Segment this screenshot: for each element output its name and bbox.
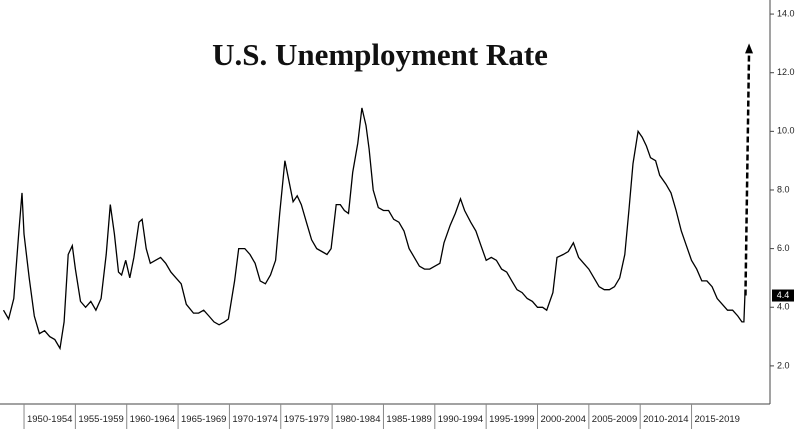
last-value-tag bbox=[772, 289, 794, 302]
y-tick-label: 14.0 bbox=[777, 8, 795, 18]
x-tick-label: 1980-1984 bbox=[335, 414, 380, 425]
y-tick-label: 10.0 bbox=[777, 126, 795, 136]
line bbox=[2, 107, 746, 351]
y-tick-label: 4.0 bbox=[777, 302, 790, 312]
x-tick-label: 1950-1954 bbox=[27, 414, 72, 425]
x-tick-label: 2015-2019 bbox=[694, 414, 739, 425]
x-tick-label: 1995-1999 bbox=[489, 414, 534, 425]
x-tick-label: 1990-1994 bbox=[438, 414, 483, 425]
x-tick-label: 2010-2014 bbox=[643, 414, 688, 425]
y-tick-label: 8.0 bbox=[777, 184, 790, 194]
x-tick-label: 2000-2004 bbox=[540, 414, 585, 425]
y-tick-label: 2.0 bbox=[777, 360, 790, 370]
x-tick-label: 1975-1979 bbox=[284, 414, 329, 425]
projection-arrowhead bbox=[745, 43, 754, 54]
y-tick-label: 12.0 bbox=[777, 67, 795, 77]
last-value-label: 4.4 bbox=[777, 290, 790, 300]
y-tick-label: 6.0 bbox=[777, 243, 790, 253]
x-tick-label: 1965-1969 bbox=[181, 414, 226, 425]
x-tick-label: 1955-1959 bbox=[78, 414, 123, 425]
x-tick-label: 1970-1974 bbox=[232, 414, 277, 425]
chart-title: U.S. Unemployment Rate bbox=[212, 37, 548, 72]
x-tick-label: 1960-1964 bbox=[130, 414, 175, 425]
x-tick-label: 1985-1989 bbox=[386, 414, 431, 425]
x-tick-label: 2005-2009 bbox=[592, 414, 637, 425]
projection-line bbox=[744, 51, 751, 296]
